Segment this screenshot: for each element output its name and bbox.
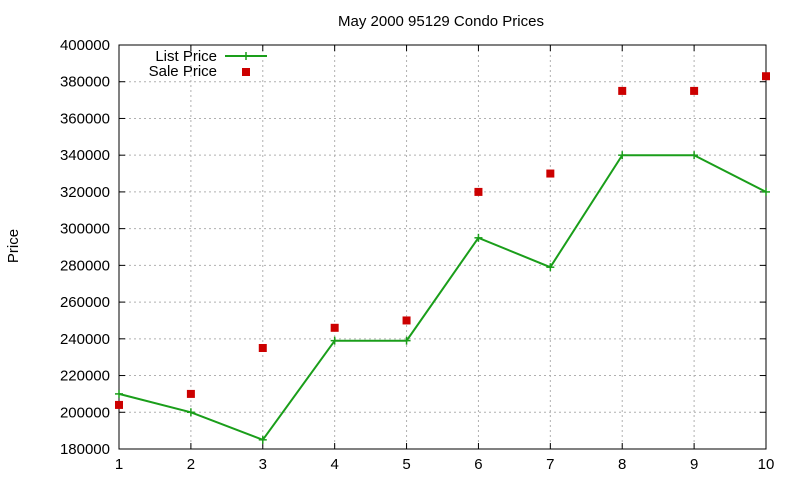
list-price-line bbox=[118, 154, 767, 442]
sale-price-marker bbox=[115, 400, 123, 409]
y-tick-label: 280000 bbox=[60, 257, 110, 274]
list-price-marker bbox=[115, 389, 123, 398]
y-tick-label: 360000 bbox=[60, 110, 110, 127]
list-price-marker bbox=[258, 435, 267, 444]
sale-price-marker bbox=[402, 316, 411, 325]
x-tick-label: 9 bbox=[690, 456, 698, 473]
plot-border bbox=[118, 44, 767, 450]
list-price-marker bbox=[330, 336, 339, 345]
sale-price-marker bbox=[690, 86, 699, 95]
sale-price-marker bbox=[546, 169, 555, 178]
list-price-marker bbox=[474, 233, 483, 242]
x-tick-label: 5 bbox=[402, 456, 410, 473]
x-tick-label: 8 bbox=[618, 456, 626, 473]
sale-price-marker bbox=[618, 86, 627, 95]
y-tick-label: 340000 bbox=[60, 147, 110, 164]
list-price-marker bbox=[402, 336, 411, 345]
legend-swatch-sale-price bbox=[242, 68, 250, 76]
x-tick-label: 3 bbox=[259, 456, 267, 473]
list-price-marker bbox=[690, 151, 699, 160]
list-price-marker bbox=[186, 408, 195, 417]
list-price-marker bbox=[762, 187, 770, 196]
y-tick-label: 300000 bbox=[60, 221, 110, 238]
sale-price-marker bbox=[474, 187, 483, 196]
sale-price-marker bbox=[258, 344, 267, 352]
legend-marker-list-price bbox=[242, 52, 250, 60]
legend-label-list-price: List Price bbox=[155, 48, 217, 65]
x-tick-label: 4 bbox=[330, 456, 338, 473]
y-tick-label: 400000 bbox=[60, 37, 110, 54]
y-tick-label: 200000 bbox=[60, 404, 110, 421]
list-price-marker bbox=[618, 151, 627, 160]
y-tick-label: 380000 bbox=[60, 74, 110, 91]
x-tick-label: 2 bbox=[187, 456, 195, 473]
series-layer bbox=[115, 72, 770, 444]
y-tick-labels: 180000 200000 220000 240000 260000 280000 3000… bbox=[60, 37, 110, 458]
grid-lines bbox=[119, 45, 766, 449]
sale-price-marker bbox=[186, 389, 195, 398]
x-tick-label: 7 bbox=[546, 456, 554, 473]
y-tick-label: 320000 bbox=[60, 184, 110, 201]
axis-ticks bbox=[118, 44, 767, 450]
x-tick-label: 6 bbox=[474, 456, 482, 473]
sale-price-marker bbox=[762, 72, 770, 81]
chart-title: May 2000 95129 Condo Prices bbox=[338, 13, 544, 30]
x-tick-label: 10 bbox=[758, 456, 775, 473]
x-tick-labels: 1 2 3 4 5 6 7 8 9 10 bbox=[115, 456, 775, 473]
y-tick-label: 260000 bbox=[60, 294, 110, 311]
list-price-marker bbox=[546, 263, 555, 272]
y-axis-label: Price bbox=[5, 229, 22, 263]
sale-price-marker bbox=[330, 323, 339, 332]
legend-label-sale-price: Sale Price bbox=[149, 63, 217, 80]
y-tick-label: 240000 bbox=[60, 331, 110, 348]
x-tick-label: 1 bbox=[115, 456, 123, 473]
y-tick-label: 180000 bbox=[60, 441, 110, 458]
y-tick-label: 220000 bbox=[60, 368, 110, 385]
